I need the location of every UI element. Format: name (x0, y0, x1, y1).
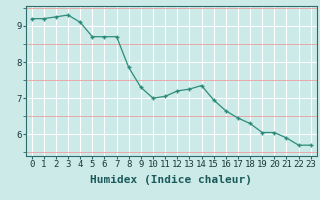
X-axis label: Humidex (Indice chaleur): Humidex (Indice chaleur) (90, 175, 252, 185)
